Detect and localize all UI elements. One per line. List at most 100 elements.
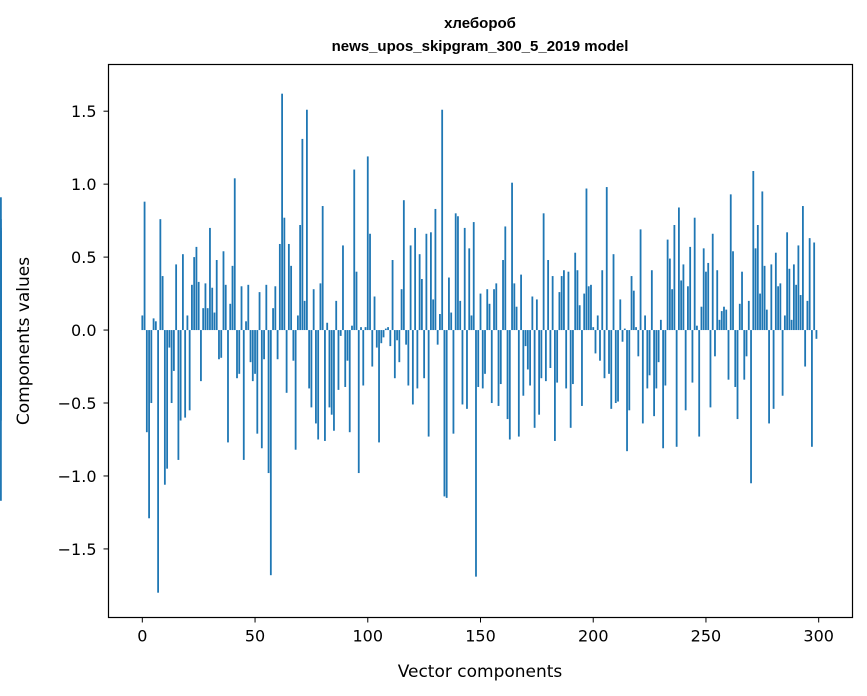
- bar: [547, 260, 550, 331]
- bar: [770, 264, 773, 331]
- bar: [815, 330, 818, 339]
- bar: [249, 330, 252, 363]
- bar: [734, 330, 737, 387]
- bar: [777, 286, 779, 331]
- bar: [418, 254, 421, 331]
- bar: [481, 330, 484, 389]
- bar: [407, 330, 410, 386]
- bar: [795, 284, 798, 331]
- bar: [608, 330, 610, 374]
- bar: [783, 315, 786, 331]
- bar: [646, 330, 649, 389]
- bar: [538, 330, 541, 415]
- bar: [378, 330, 380, 443]
- bar: [725, 309, 728, 331]
- bar: [423, 330, 426, 379]
- bar: [486, 289, 489, 331]
- bar: [258, 292, 261, 331]
- bar: [470, 315, 473, 331]
- bar: [191, 284, 193, 331]
- bar: [366, 156, 369, 331]
- bar: [411, 330, 414, 405]
- bar: [662, 330, 665, 449]
- bar: [529, 330, 531, 386]
- bar: [653, 330, 655, 417]
- bar: [666, 239, 669, 331]
- bar: [520, 274, 522, 331]
- bar: [398, 330, 401, 363]
- bar: [475, 330, 477, 577]
- bar: [220, 330, 223, 358]
- bar: [148, 330, 150, 519]
- bar: [563, 270, 565, 331]
- bar: [351, 325, 353, 331]
- bar: [267, 330, 270, 474]
- bar: [637, 330, 640, 357]
- bar: [599, 330, 601, 361]
- bar: [292, 330, 295, 361]
- bar: [626, 330, 628, 452]
- bar: [621, 330, 624, 342]
- bar: [587, 286, 590, 331]
- bar: [702, 248, 705, 331]
- bar: [202, 308, 205, 331]
- bar: [432, 299, 435, 331]
- bar: [738, 303, 741, 331]
- bar: [813, 242, 816, 331]
- bar: [759, 293, 761, 331]
- bar: [301, 138, 304, 331]
- x-tick-label: 50: [245, 627, 265, 646]
- bar: [294, 330, 297, 450]
- bar: [623, 328, 626, 331]
- bar: [682, 264, 685, 331]
- bar: [549, 330, 552, 368]
- bar: [558, 292, 561, 331]
- bar: [569, 330, 572, 428]
- bar: [260, 330, 263, 449]
- bar: [768, 330, 770, 424]
- bar: [526, 330, 529, 370]
- bar: [788, 268, 791, 331]
- bar: [247, 284, 250, 331]
- bar: [693, 217, 696, 331]
- bar: [245, 321, 247, 331]
- bar: [251, 330, 254, 382]
- bar: [218, 330, 220, 360]
- bar: [490, 330, 493, 404]
- bar: [639, 229, 642, 331]
- bar: [664, 330, 667, 386]
- bar: [648, 330, 651, 376]
- bars-group: [0, 93, 818, 593]
- bar: [468, 248, 471, 331]
- bar: [572, 330, 574, 385]
- bar: [808, 238, 811, 331]
- bar: [499, 330, 502, 385]
- bar: [488, 303, 491, 331]
- bar: [303, 300, 306, 331]
- bar: [193, 257, 196, 331]
- bar: [339, 330, 342, 336]
- bar: [242, 330, 245, 460]
- bar: [231, 265, 234, 331]
- bar: [675, 330, 678, 447]
- bar: [172, 330, 175, 371]
- bar: [229, 303, 232, 331]
- bar: [756, 225, 759, 331]
- bar: [240, 286, 243, 331]
- bar: [416, 330, 419, 389]
- bar: [175, 264, 178, 331]
- bar: [434, 208, 437, 331]
- bar: [659, 319, 662, 331]
- bar: [763, 265, 766, 331]
- bar: [445, 330, 448, 498]
- bar: [765, 309, 768, 331]
- bar: [508, 330, 511, 440]
- bar: [159, 219, 162, 331]
- bar: [238, 330, 241, 374]
- bar: [161, 276, 164, 331]
- bar: [222, 251, 225, 331]
- bar: [452, 330, 455, 434]
- y-axis: −1.5 −1.0 −0.5 0.0 0.5 1.0 1.5: [58, 102, 109, 559]
